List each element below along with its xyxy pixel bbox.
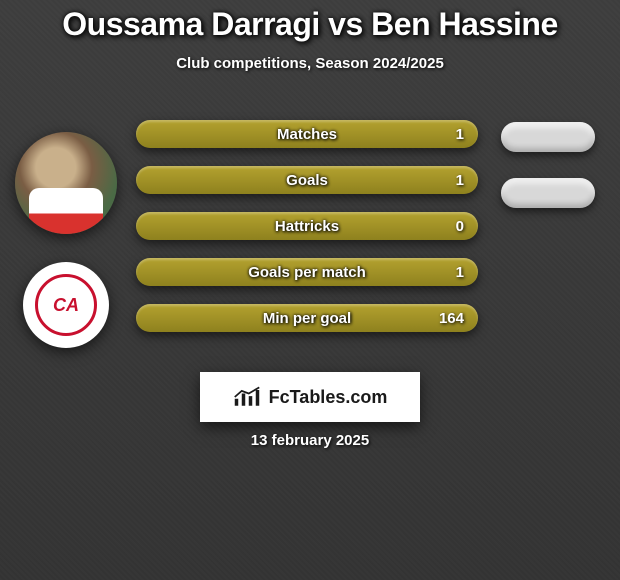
right-pill <box>501 122 595 152</box>
stat-value: 1 <box>456 172 464 189</box>
stat-value: 1 <box>456 264 464 281</box>
stat-bar: Hattricks0 <box>136 212 478 240</box>
right-pills <box>494 122 602 208</box>
page-title: Oussama Darragi vs Ben Hassine <box>0 0 620 43</box>
stat-bar: Goals1 <box>136 166 478 194</box>
stat-label: Goals <box>136 172 478 189</box>
stats-bars: Matches1Goals1Hattricks0Goals per match1… <box>136 120 478 332</box>
stat-value: 164 <box>439 310 464 327</box>
date-text: 13 february 2025 <box>0 432 620 449</box>
stat-label: Matches <box>136 126 478 143</box>
stat-value: 0 <box>456 218 464 235</box>
player-avatar <box>15 132 117 234</box>
subtitle: Club competitions, Season 2024/2025 <box>0 55 620 72</box>
brand-text: FcTables.com <box>269 387 388 408</box>
player-column: CA <box>10 132 122 348</box>
stat-bar: Min per goal164 <box>136 304 478 332</box>
stat-value: 1 <box>456 126 464 143</box>
stat-bar: Matches1 <box>136 120 478 148</box>
club-badge-text: CA <box>35 274 97 336</box>
stat-label: Goals per match <box>136 264 478 281</box>
stat-label: Hattricks <box>136 218 478 235</box>
stat-label: Min per goal <box>136 310 478 327</box>
club-badge: CA <box>23 262 109 348</box>
brand-box: FcTables.com <box>200 372 420 422</box>
right-pill <box>501 178 595 208</box>
stat-bar: Goals per match1 <box>136 258 478 286</box>
brand-chart-icon <box>233 386 261 408</box>
